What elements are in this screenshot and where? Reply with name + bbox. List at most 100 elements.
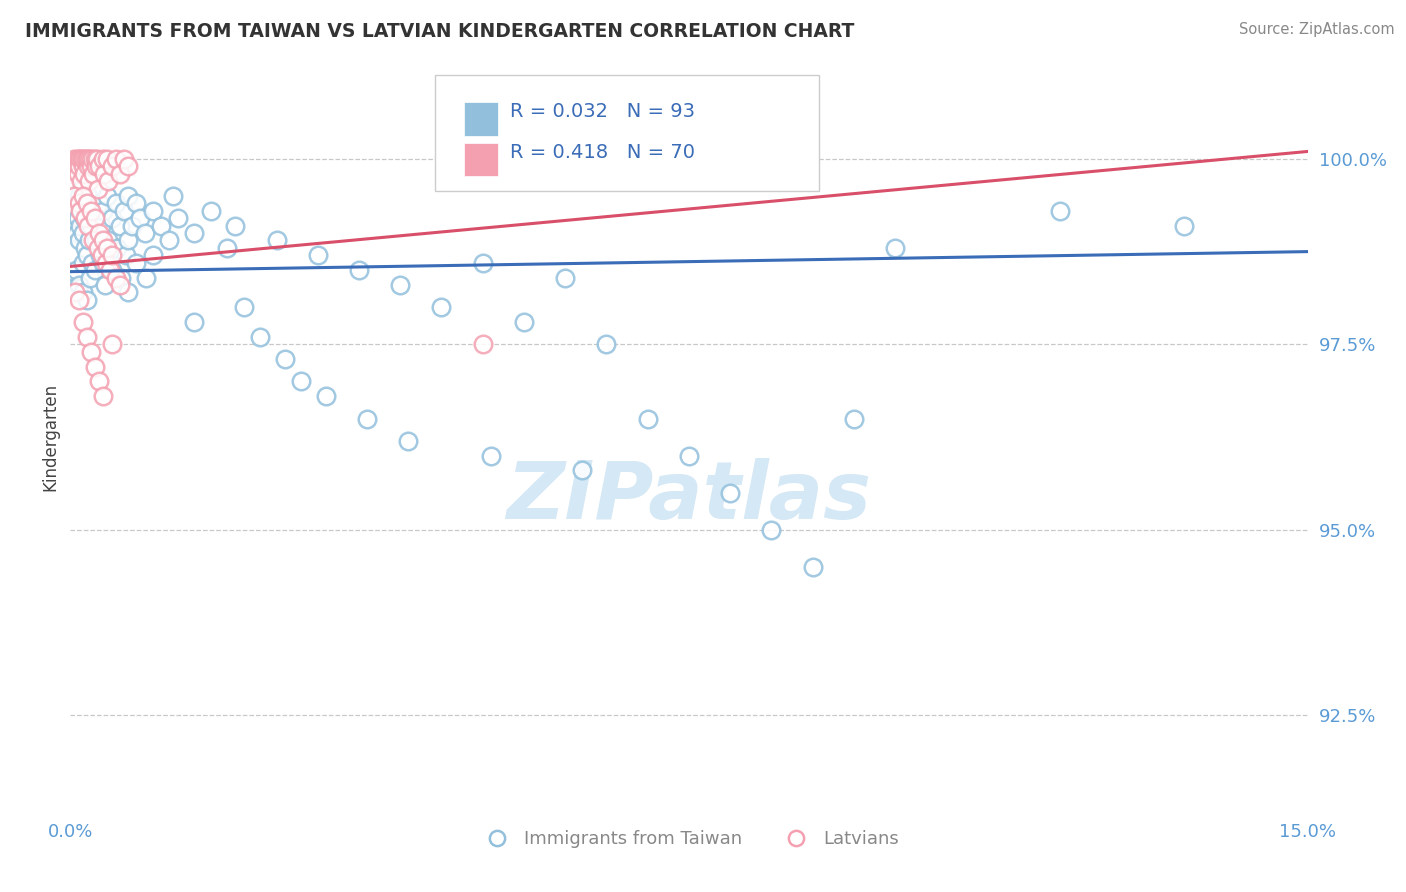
Point — [112, 152, 135, 166]
Point — [66, 226, 89, 240]
Point — [90, 219, 112, 233]
Point — [94, 256, 117, 270]
Point — [117, 234, 139, 248]
Point — [82, 234, 104, 248]
Point — [76, 159, 98, 173]
Point — [67, 278, 90, 293]
Point — [67, 234, 90, 248]
Point — [79, 270, 101, 285]
Point — [112, 203, 135, 218]
Point — [89, 196, 111, 211]
Point — [108, 219, 131, 233]
Point — [718, 485, 741, 500]
Point — [104, 152, 127, 166]
Point — [100, 248, 122, 262]
Point — [232, 300, 254, 314]
Point — [65, 159, 87, 173]
Point — [82, 167, 104, 181]
Point — [80, 256, 103, 270]
Point — [73, 167, 96, 181]
Point — [80, 159, 103, 173]
Point — [100, 337, 122, 351]
Point — [77, 152, 100, 166]
Point — [76, 152, 98, 166]
Point — [98, 263, 121, 277]
Point — [76, 203, 98, 218]
Point — [183, 315, 205, 329]
Point — [96, 189, 118, 203]
Point — [63, 189, 86, 203]
Point — [72, 189, 94, 203]
Point — [80, 203, 103, 218]
Point — [398, 434, 420, 448]
Point — [69, 203, 91, 218]
Point — [471, 256, 494, 270]
Point — [77, 219, 100, 233]
Point — [105, 241, 128, 255]
Point — [200, 203, 222, 218]
Legend: Immigrants from Taiwan, Latvians: Immigrants from Taiwan, Latvians — [471, 822, 907, 855]
Point — [67, 159, 90, 173]
Point — [110, 270, 132, 285]
Point — [290, 375, 312, 389]
Point — [104, 270, 127, 285]
Point — [104, 196, 127, 211]
Point — [66, 152, 89, 166]
Point — [842, 411, 865, 425]
Point — [389, 278, 412, 293]
Point — [96, 241, 118, 255]
Point — [91, 256, 114, 270]
Point — [125, 256, 148, 270]
Point — [554, 270, 576, 285]
Point — [84, 234, 107, 248]
Text: R = 0.418   N = 70: R = 0.418 N = 70 — [509, 143, 695, 161]
Point — [215, 241, 238, 255]
Point — [70, 203, 93, 218]
Point — [479, 449, 502, 463]
Text: Source: ZipAtlas.com: Source: ZipAtlas.com — [1239, 22, 1395, 37]
Point — [114, 248, 136, 262]
Point — [82, 203, 104, 218]
Point — [89, 226, 111, 240]
Point — [80, 219, 103, 233]
Point — [129, 211, 152, 226]
Point — [430, 300, 453, 314]
Point — [89, 375, 111, 389]
Point — [63, 265, 86, 279]
Point — [72, 315, 94, 329]
Point — [1049, 203, 1071, 218]
Point — [513, 315, 536, 329]
Point — [63, 152, 86, 166]
FancyBboxPatch shape — [464, 103, 498, 136]
Point — [166, 211, 188, 226]
FancyBboxPatch shape — [436, 75, 818, 191]
Text: R = 0.032   N = 93: R = 0.032 N = 93 — [509, 103, 695, 121]
Point — [315, 389, 337, 403]
Point — [89, 248, 111, 262]
Point — [142, 203, 165, 218]
Text: ZIPatlas: ZIPatlas — [506, 458, 872, 536]
Point — [678, 449, 700, 463]
Y-axis label: Kindergarten: Kindergarten — [41, 383, 59, 491]
Point — [117, 159, 139, 173]
Point — [70, 181, 93, 195]
Point — [100, 211, 122, 226]
Point — [69, 219, 91, 233]
Point — [73, 211, 96, 226]
Point — [79, 152, 101, 166]
Point — [637, 411, 659, 425]
Point — [67, 196, 90, 211]
Point — [72, 285, 94, 300]
Point — [84, 152, 107, 166]
Point — [75, 152, 97, 166]
Point — [69, 152, 91, 166]
Point — [117, 285, 139, 300]
Point — [96, 152, 118, 166]
Point — [595, 337, 617, 351]
Point — [162, 189, 184, 203]
Point — [100, 263, 122, 277]
Point — [72, 226, 94, 240]
Point — [84, 211, 107, 226]
Point — [183, 226, 205, 240]
Point — [72, 159, 94, 173]
